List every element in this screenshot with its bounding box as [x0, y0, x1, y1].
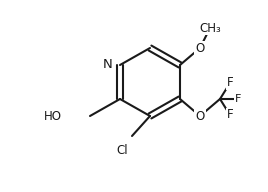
Text: N: N — [103, 59, 113, 71]
Text: F: F — [235, 94, 241, 104]
Text: HO: HO — [44, 109, 62, 122]
Text: O: O — [195, 41, 205, 55]
Text: O: O — [195, 109, 205, 122]
Text: CH₃: CH₃ — [199, 22, 221, 35]
Text: F: F — [227, 108, 233, 122]
Text: Cl: Cl — [116, 143, 128, 156]
Text: F: F — [227, 76, 233, 89]
